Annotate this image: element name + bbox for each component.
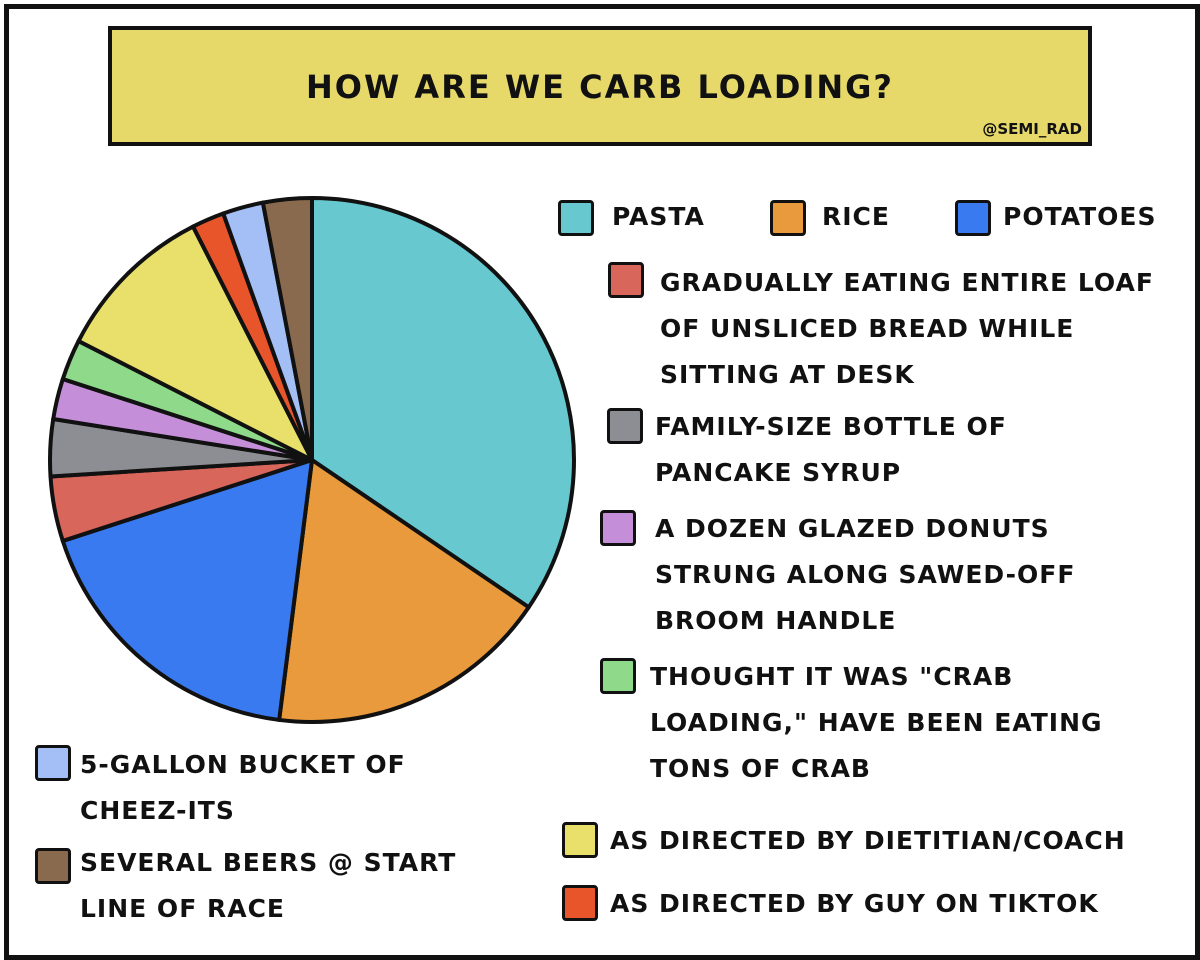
legend-swatch — [600, 658, 636, 694]
legend-label: POTATOES — [1003, 202, 1157, 231]
legend-label: 5-GALLON BUCKET OF CHEEZ-ITS — [80, 750, 406, 825]
legend-swatch — [558, 200, 594, 236]
legend-label: AS DIRECTED BY GUY ON TIKTOK — [610, 889, 1099, 918]
legend-swatch — [770, 200, 806, 236]
pie-slice — [260, 196, 314, 462]
legend-swatch — [562, 885, 598, 921]
legend-swatch — [608, 262, 644, 298]
chart-title: HOW ARE WE CARB LOADING? — [306, 68, 894, 106]
legend-swatch — [607, 408, 643, 444]
pie-slice — [310, 196, 576, 610]
legend-label: THOUGHT IT WAS "CRAB LOADING," HAVE BEEN… — [650, 662, 1103, 783]
legend-label: SEVERAL BEERS @ START LINE OF RACE — [80, 848, 457, 923]
legend-swatch — [35, 848, 71, 884]
legend-label: FAMILY-SIZE BOTTLE OF PANCAKE SYRUP — [655, 412, 1007, 487]
legend-label: RICE — [822, 202, 890, 231]
legend-swatch — [562, 822, 598, 858]
legend-label: A DOZEN GLAZED DONUTS STRUNG ALONG SAWED… — [655, 514, 1076, 635]
pie-slice — [277, 458, 531, 724]
pie-slice — [60, 458, 314, 722]
credit: @SEMI_RAD — [982, 120, 1082, 138]
pie-slice — [76, 224, 314, 462]
legend-swatch — [35, 745, 71, 781]
legend-label: AS DIRECTED BY DIETITIAN/COACH — [610, 826, 1126, 855]
frame — [4, 4, 1200, 960]
legend-label: PASTA — [612, 202, 705, 231]
legend-swatch — [600, 510, 636, 546]
legend-label: GRADUALLY EATING ENTIRE LOAF OF UNSLICED… — [660, 268, 1154, 389]
legend-swatch — [955, 200, 991, 236]
title-box: HOW ARE WE CARB LOADING? @SEMI_RAD — [108, 26, 1092, 146]
